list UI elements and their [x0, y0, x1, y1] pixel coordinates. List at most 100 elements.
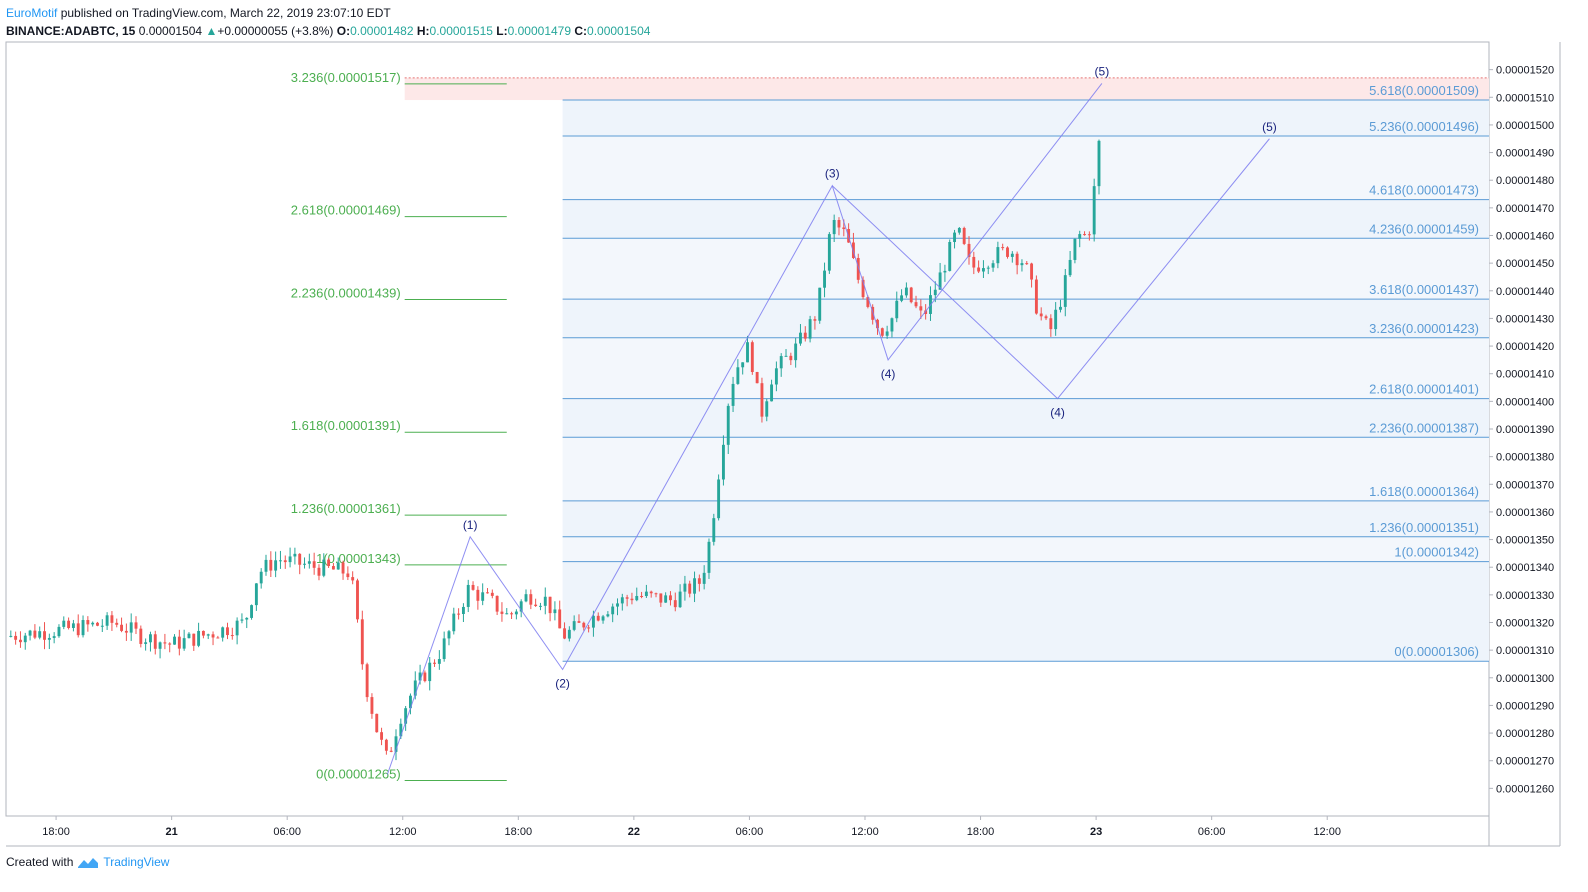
candle-body [1087, 234, 1091, 236]
tradingview-brand[interactable]: TradingView [103, 855, 170, 869]
candle-body [957, 227, 961, 233]
fib-right-band [562, 135, 1489, 200]
candle-body [601, 616, 605, 621]
candle-body [495, 595, 499, 612]
candle-body [654, 593, 658, 595]
y-tick-label: 0.00001500 [1496, 120, 1554, 132]
elliott-projection-line [831, 138, 1270, 400]
fib-right-level-label: 2.236(0.00001387) [1369, 420, 1479, 435]
y-tick-label: 0.00001270 [1496, 756, 1554, 768]
candle-body [1097, 140, 1101, 187]
candle-body [784, 355, 788, 357]
elliott-wave-label: (5) [1095, 64, 1110, 78]
y-tick-label: 0.00001470 [1496, 203, 1554, 215]
candle-body [962, 227, 966, 244]
elliott-wave-label: (2) [555, 676, 570, 690]
fib-left-level-label: 0(0.00001265) [316, 767, 401, 782]
candle-body [418, 672, 422, 681]
candle-body [317, 567, 321, 576]
fib-right-level-label: 1.236(0.00001351) [1369, 520, 1479, 535]
candle-body [986, 267, 990, 269]
candle-body [115, 622, 119, 625]
elliott-projection-label: (5) [1262, 120, 1277, 134]
fib-right-level-label: 3.236(0.00001423) [1369, 321, 1479, 336]
created-with-label: Created with [6, 855, 74, 869]
y-tick-label: 0.00001260 [1496, 783, 1554, 795]
candle-body [264, 559, 268, 572]
candle-body [221, 627, 225, 638]
candle-body [697, 578, 701, 584]
candle-body [1059, 306, 1062, 310]
low-label: L: [496, 24, 508, 38]
candle-body [380, 732, 384, 740]
fib-right-level-label: 4.618(0.00001473) [1369, 183, 1479, 198]
candle-body [14, 635, 18, 640]
candle-body [279, 560, 282, 562]
x-tick-label: 12:00 [851, 826, 879, 838]
x-tick-label: 12:00 [389, 826, 417, 838]
candle-body [201, 630, 205, 636]
candle-body [1073, 238, 1077, 260]
candle-body [1020, 263, 1024, 266]
candle-body [1092, 186, 1096, 235]
candle-body [803, 332, 807, 339]
candle-body [1001, 247, 1005, 249]
candle-body [707, 541, 711, 573]
candle-body [269, 559, 273, 571]
fib-left-level-label: 1(0.00001343) [316, 551, 401, 566]
candle-body [365, 664, 369, 698]
fib-right-level-label: 1.618(0.00001364) [1369, 484, 1479, 499]
candle-body [543, 596, 547, 606]
candle-body [471, 584, 475, 590]
chart-header: EuroMotif published on TradingView.com, … [6, 4, 650, 40]
y-tick-label: 0.00001280 [1496, 728, 1554, 740]
candle-body [19, 639, 22, 643]
fib-right-level-label: 1(0.00001342) [1394, 545, 1479, 560]
candle-body [755, 372, 759, 384]
candle-body [307, 561, 311, 564]
candle-body [904, 287, 908, 296]
candle-body [404, 708, 408, 724]
fib-right-band [562, 299, 1489, 338]
candle-body [712, 518, 716, 542]
candle-body [750, 342, 754, 373]
candle-body [577, 621, 581, 623]
target-zone [404, 77, 1489, 101]
candle-body [649, 591, 653, 594]
price-change: +0.00000055 (+3.8%) [217, 24, 334, 38]
y-tick-label: 0.00001340 [1496, 562, 1554, 574]
candle-body [1039, 313, 1043, 317]
up-arrow-icon: ▲ [205, 24, 218, 38]
candle-body [86, 620, 90, 625]
candle-body [351, 577, 355, 581]
last-price: 0.00001504 [138, 24, 203, 38]
y-tick-label: 0.00001490 [1496, 148, 1554, 160]
candle-body [105, 615, 109, 626]
fib-right-band [562, 437, 1489, 501]
candle-body [774, 368, 778, 385]
candle-body [731, 383, 735, 406]
candle-body [832, 219, 836, 235]
elliott-wave-label: (1) [463, 518, 478, 532]
author-link[interactable]: EuroMotif [6, 6, 58, 20]
candle-body [52, 636, 56, 638]
candle-body [866, 297, 870, 307]
fib-right-level-label: 3.618(0.00001437) [1369, 282, 1479, 297]
candle-body [360, 619, 364, 665]
low-value: 0.00001479 [507, 24, 572, 38]
candle-body [1083, 234, 1086, 236]
y-tick-label: 0.00001480 [1496, 175, 1554, 187]
candle-body [760, 383, 764, 417]
candle-body [9, 635, 13, 637]
candle-body [428, 662, 432, 682]
candle-body [466, 584, 470, 607]
candle-body [447, 631, 451, 639]
candle-body [625, 597, 629, 599]
candle-body [539, 605, 542, 607]
candle-body [635, 595, 639, 601]
fib-right-band [562, 500, 1489, 537]
x-tick-label: 23 [1090, 826, 1102, 838]
candle-body [953, 232, 956, 243]
x-tick-label: 22 [628, 826, 640, 838]
